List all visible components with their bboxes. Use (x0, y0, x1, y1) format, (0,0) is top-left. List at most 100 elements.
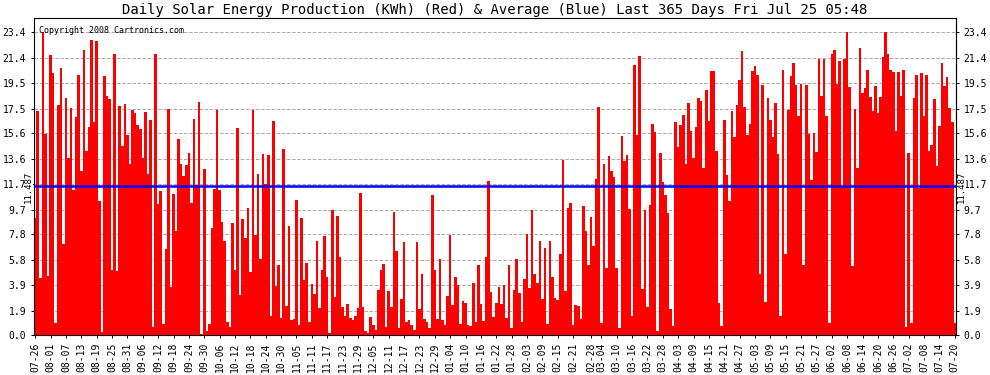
Bar (582, 206, 585, 335)
Bar (500, 304, 503, 335)
Bar (797, 116, 800, 335)
Bar (137, 125, 139, 335)
Bar (831, 54, 834, 335)
Bar (813, 133, 815, 335)
Bar (539, 241, 542, 335)
Bar (939, 126, 940, 335)
Bar (464, 303, 467, 335)
Bar (931, 146, 933, 335)
Bar (295, 200, 298, 335)
Bar (54, 323, 57, 335)
Bar (766, 98, 769, 335)
Bar (101, 332, 103, 335)
Bar (928, 151, 931, 335)
Bar (88, 127, 90, 335)
Bar (111, 270, 113, 335)
Bar (439, 259, 442, 335)
Bar (851, 266, 853, 335)
Bar (149, 120, 151, 335)
Bar (167, 110, 169, 335)
Bar (511, 328, 513, 335)
Bar (940, 63, 943, 335)
Bar (597, 106, 600, 335)
Bar (516, 260, 518, 335)
Bar (361, 308, 364, 335)
Bar (321, 270, 324, 335)
Bar (741, 51, 743, 335)
Bar (244, 238, 247, 335)
Bar (700, 101, 703, 335)
Bar (710, 71, 713, 335)
Bar (856, 168, 858, 335)
Bar (613, 177, 616, 335)
Bar (124, 104, 126, 335)
Bar (390, 307, 393, 335)
Bar (67, 158, 69, 335)
Bar (779, 316, 782, 335)
Bar (387, 291, 390, 335)
Bar (474, 322, 477, 335)
Bar (923, 116, 926, 335)
Bar (564, 291, 566, 335)
Bar (784, 254, 787, 335)
Bar (234, 270, 237, 335)
Bar (848, 87, 851, 335)
Bar (774, 103, 777, 335)
Bar (756, 75, 759, 335)
Bar (377, 290, 380, 335)
Bar (703, 168, 705, 335)
Bar (623, 161, 626, 335)
Bar (145, 112, 147, 335)
Bar (508, 265, 511, 335)
Bar (523, 279, 526, 335)
Bar (513, 290, 516, 335)
Bar (467, 326, 469, 335)
Bar (882, 57, 884, 335)
Bar (892, 72, 895, 335)
Bar (600, 323, 603, 335)
Bar (787, 110, 790, 335)
Bar (529, 288, 531, 335)
Bar (262, 154, 264, 335)
Bar (569, 203, 572, 335)
Bar (574, 305, 577, 335)
Bar (344, 316, 346, 335)
Bar (651, 124, 653, 335)
Bar (300, 218, 303, 335)
Bar (948, 108, 951, 335)
Bar (285, 306, 287, 335)
Bar (224, 241, 226, 335)
Bar (656, 331, 659, 335)
Bar (505, 318, 508, 335)
Bar (213, 189, 216, 335)
Bar (943, 86, 945, 335)
Bar (421, 274, 424, 335)
Bar (39, 278, 42, 335)
Bar (51, 73, 54, 335)
Bar (595, 178, 597, 335)
Bar (659, 153, 661, 335)
Bar (626, 155, 629, 335)
Bar (684, 164, 687, 335)
Bar (154, 54, 156, 335)
Bar (666, 213, 669, 335)
Bar (337, 216, 339, 335)
Bar (349, 318, 351, 335)
Bar (834, 50, 836, 335)
Bar (77, 75, 80, 335)
Bar (324, 236, 326, 335)
Bar (739, 81, 741, 335)
Bar (229, 327, 231, 335)
Bar (761, 85, 764, 335)
Bar (418, 309, 421, 335)
Bar (479, 304, 482, 335)
Bar (503, 285, 505, 335)
Bar (134, 112, 137, 335)
Bar (629, 209, 631, 335)
Bar (828, 322, 831, 335)
Bar (45, 134, 47, 335)
Bar (80, 171, 82, 335)
Bar (705, 90, 708, 335)
Bar (845, 32, 848, 335)
Bar (572, 325, 574, 335)
